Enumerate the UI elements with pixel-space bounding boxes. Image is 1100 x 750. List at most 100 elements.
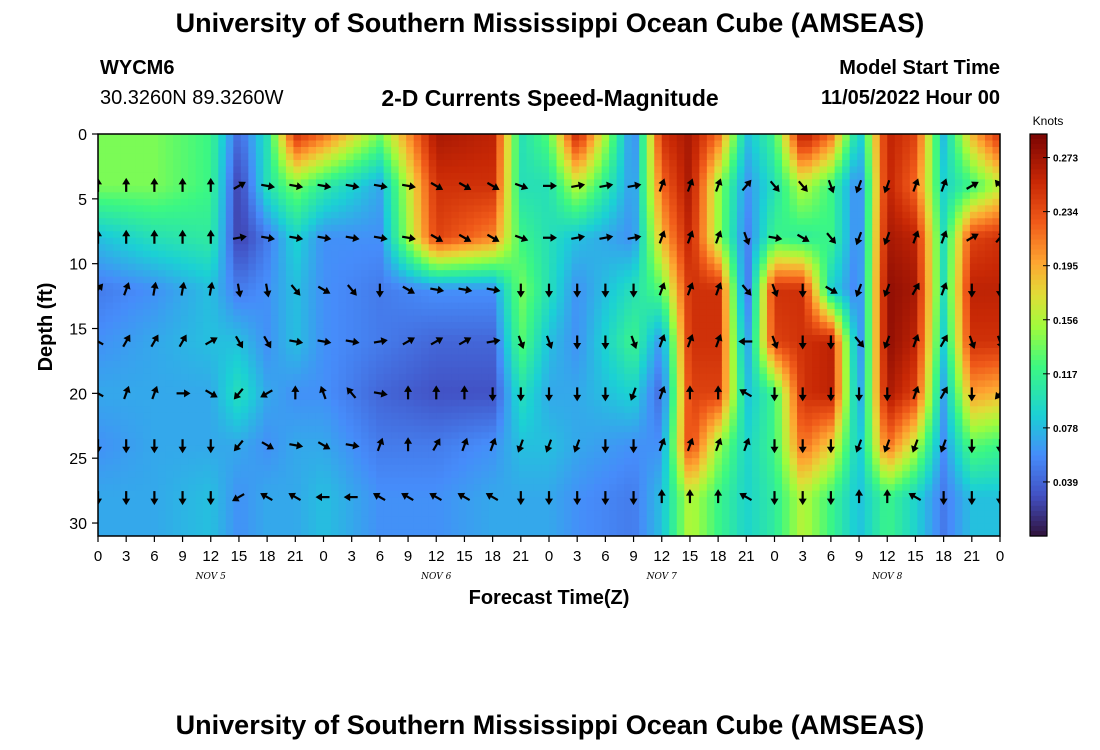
heatmap-cell xyxy=(331,399,340,407)
heatmap-cell xyxy=(421,146,430,155)
heatmap-cell xyxy=(917,153,926,161)
heatmap-cell xyxy=(331,283,340,291)
heatmap-cell xyxy=(744,315,753,323)
heatmap-cell xyxy=(233,276,242,284)
heatmap-cell xyxy=(556,386,565,394)
heatmap-cell xyxy=(586,205,595,213)
heatmap-cell xyxy=(300,367,310,375)
heatmap-cell xyxy=(729,231,738,239)
heatmap-cell xyxy=(947,192,956,200)
heatmap-cell xyxy=(180,263,189,271)
heatmap-cell xyxy=(541,172,550,180)
heatmap-cell xyxy=(969,250,979,258)
heatmap-cell xyxy=(872,367,881,375)
heatmap-cell xyxy=(894,270,903,278)
heatmap-cell xyxy=(706,172,715,180)
heatmap-cell xyxy=(406,211,415,219)
heatmap-cell xyxy=(496,250,505,258)
heatmap-cell xyxy=(511,302,520,310)
heatmap-cell xyxy=(338,244,347,252)
heatmap-cell xyxy=(954,179,964,187)
heatmap-cell xyxy=(676,172,685,180)
heatmap-cell xyxy=(661,289,670,297)
heatmap-cell xyxy=(210,276,219,284)
heatmap-cell xyxy=(812,386,821,394)
heatmap-cell xyxy=(579,328,588,336)
heatmap-cell xyxy=(909,198,918,206)
heatmap-cell xyxy=(924,296,933,304)
heatmap-cell xyxy=(526,380,535,388)
heatmap-cell xyxy=(541,198,550,206)
heatmap-cell xyxy=(270,198,279,206)
heatmap-cell xyxy=(173,347,182,356)
heatmap-cell xyxy=(203,399,212,407)
heatmap-cell xyxy=(736,153,746,161)
heatmap-cell xyxy=(143,159,152,168)
heatmap-cell xyxy=(669,373,678,381)
heatmap-cell xyxy=(361,283,370,291)
heatmap-cell xyxy=(443,179,452,187)
heatmap-cell xyxy=(977,179,986,187)
heatmap-cell xyxy=(699,354,708,362)
heatmap-cell xyxy=(609,179,618,187)
heatmap-cell xyxy=(864,192,873,200)
heatmap-cell xyxy=(218,146,227,155)
heatmap-cell xyxy=(984,380,994,388)
heatmap-cell xyxy=(571,347,580,356)
heatmap-cell xyxy=(954,192,964,200)
heatmap-cell xyxy=(849,380,858,388)
heatmap-cell xyxy=(376,237,385,245)
heatmap-cell xyxy=(601,354,610,362)
heatmap-cell xyxy=(98,224,107,232)
heatmap-cell xyxy=(774,140,783,148)
heatmap-cell xyxy=(180,257,189,265)
heatmap-cell xyxy=(631,399,640,407)
heatmap-cell xyxy=(496,322,505,330)
heatmap-cell xyxy=(541,393,550,401)
heatmap-cell xyxy=(774,328,783,336)
heatmap-cell xyxy=(721,211,730,219)
heatmap-cell xyxy=(150,218,159,226)
heatmap-cell xyxy=(346,399,355,407)
heatmap-cell xyxy=(842,373,851,381)
heatmap-cell xyxy=(624,283,633,291)
heatmap-cell xyxy=(458,159,467,168)
heatmap-cell xyxy=(954,341,964,349)
heatmap-cell xyxy=(278,347,287,356)
heatmap-cell xyxy=(98,347,107,356)
heatmap-cell xyxy=(744,140,753,148)
heatmap-cell xyxy=(533,159,543,168)
heatmap-cell xyxy=(293,354,302,362)
heatmap-cell xyxy=(458,231,467,239)
heatmap-cell xyxy=(233,205,242,213)
heatmap-cell xyxy=(751,380,761,388)
heatmap-cell xyxy=(766,211,776,219)
heatmap-cell xyxy=(894,347,903,356)
heatmap-cell xyxy=(451,393,460,401)
heatmap-cell xyxy=(413,159,422,168)
heatmap-cell xyxy=(406,296,415,304)
heatmap-cell xyxy=(827,166,836,174)
heatmap-cell xyxy=(128,386,137,394)
heatmap-cell xyxy=(270,386,279,394)
heatmap-cell xyxy=(233,159,242,168)
heatmap-cell xyxy=(346,302,355,310)
heatmap-cell xyxy=(188,257,197,265)
heatmap-cell xyxy=(661,302,670,310)
heatmap-cell xyxy=(842,244,851,252)
heatmap-cell xyxy=(684,166,693,174)
heatmap-cell xyxy=(706,257,715,265)
heatmap-cell xyxy=(383,373,392,381)
heatmap-cell xyxy=(609,341,618,349)
heatmap-cell xyxy=(819,393,828,401)
heatmap-cell xyxy=(533,205,543,213)
heatmap-cell xyxy=(451,231,460,239)
heatmap-cell xyxy=(992,205,1000,213)
heatmap-cell xyxy=(451,257,460,265)
heatmap-cell xyxy=(729,146,738,155)
heatmap-cell xyxy=(488,302,497,310)
heatmap-cell xyxy=(361,172,370,180)
heatmap-cell xyxy=(977,386,986,394)
heatmap-cell xyxy=(315,134,325,142)
heatmap-cell xyxy=(744,159,753,168)
